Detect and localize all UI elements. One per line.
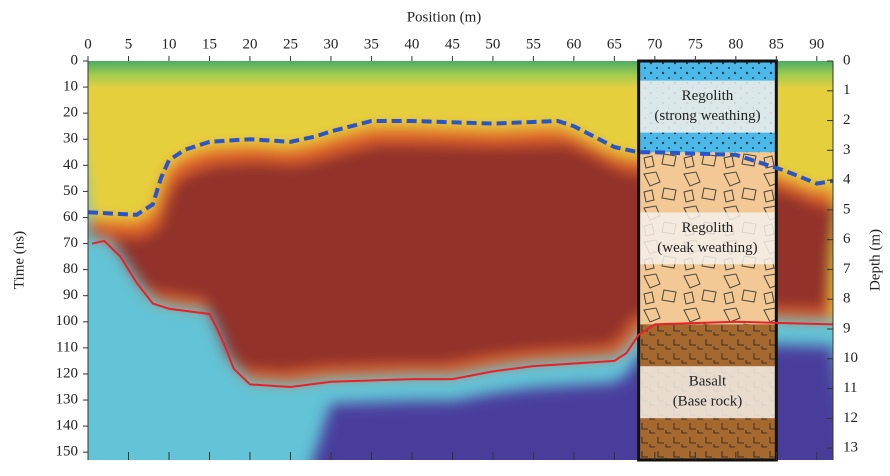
y2-tick-label: 9 xyxy=(843,320,851,336)
y-tick-label: 0 xyxy=(71,52,79,68)
x-tick-label: 90 xyxy=(809,36,824,52)
layer-label: (Base rock) xyxy=(673,394,743,410)
y-tick-label: 140 xyxy=(56,418,79,434)
y-tick-label: 60 xyxy=(63,209,78,225)
y-tick-label: 10 xyxy=(63,79,78,95)
x-tick-label: 5 xyxy=(125,36,133,52)
y-tick-label: 130 xyxy=(56,391,79,407)
x-tick-label: 55 xyxy=(526,36,541,52)
y2-axis-title: Depth (m) xyxy=(867,229,883,291)
x-tick-label: 10 xyxy=(161,36,176,52)
x-tick-label: 40 xyxy=(404,36,419,52)
x-tick-label: 25 xyxy=(283,36,298,52)
y2-tick-label: 4 xyxy=(843,172,851,188)
y2-tick-label: 2 xyxy=(843,112,851,128)
y2-tick-label: 7 xyxy=(843,261,851,277)
layer-label: (weak weathing) xyxy=(657,240,757,256)
layer-label: Regolith xyxy=(682,88,734,104)
y2-tick-label: 5 xyxy=(843,201,851,217)
x-tick-label: 65 xyxy=(607,36,622,52)
x-tick-label: 75 xyxy=(688,36,703,52)
y-tick-label: 100 xyxy=(56,313,79,329)
x-tick-label: 70 xyxy=(647,36,662,52)
y2-tick-label: 13 xyxy=(843,440,858,456)
y-tick-label: 50 xyxy=(63,183,78,199)
y2-tick-label: 12 xyxy=(843,410,858,426)
x-tick-label: 35 xyxy=(364,36,379,52)
x-tick-label: 80 xyxy=(728,36,743,52)
y2-tick-label: 3 xyxy=(843,142,851,158)
y-tick-label: 150 xyxy=(56,444,79,460)
x-tick-label: 60 xyxy=(566,36,581,52)
chart: Position (m) Time (ns) Depth (m) Regolit… xyxy=(0,0,890,476)
x-tick-label: 85 xyxy=(769,36,784,52)
y-tick-label: 40 xyxy=(63,157,78,173)
y-tick-label: 120 xyxy=(56,365,79,381)
y2-tick-label: 10 xyxy=(843,350,858,366)
x-tick-label: 20 xyxy=(242,36,257,52)
y-tick-label: 20 xyxy=(63,105,78,121)
y2-tick-label: 6 xyxy=(843,231,851,247)
x-tick-label: 30 xyxy=(323,36,338,52)
y2-tick-label: 1 xyxy=(843,82,851,98)
y-tick-label: 30 xyxy=(63,131,78,147)
layer-label: Basalt xyxy=(689,374,727,390)
y2-tick-label: 11 xyxy=(843,380,857,396)
x-tick-label: 15 xyxy=(202,36,217,52)
x-tick-label: 45 xyxy=(445,36,460,52)
y-tick-label: 70 xyxy=(63,235,78,251)
y-tick-label: 80 xyxy=(63,261,78,277)
y-axis-title: Time (ns) xyxy=(11,231,27,289)
layer-label: (strong weathing) xyxy=(654,108,760,124)
layer-label: Regolith xyxy=(682,220,734,236)
y2-tick-label: 0 xyxy=(843,52,851,68)
y-tick-label: 110 xyxy=(56,339,78,355)
x-tick-label: 50 xyxy=(485,36,500,52)
y2-tick-label: 8 xyxy=(843,291,851,307)
y-tick-label: 90 xyxy=(63,287,78,303)
x-axis-title: Position (m) xyxy=(407,9,482,25)
x-tick-label: 0 xyxy=(84,36,92,52)
